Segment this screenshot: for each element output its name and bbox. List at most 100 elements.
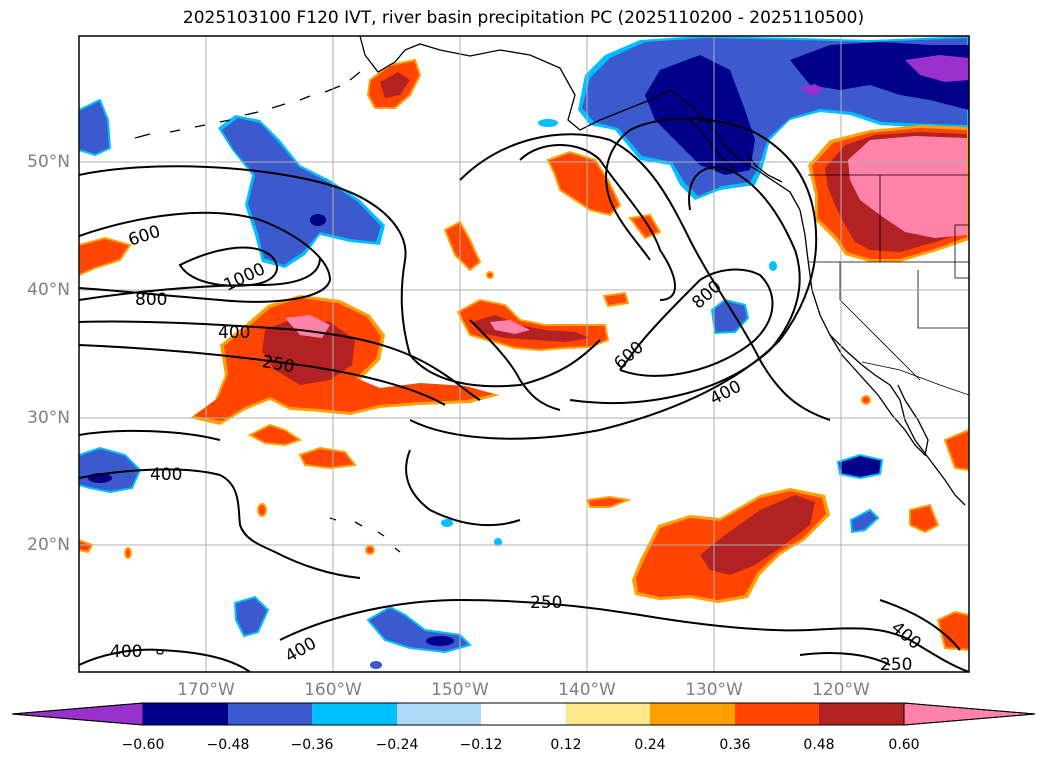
small-orange-2 [124, 547, 132, 559]
ne-purple-region [905, 55, 969, 82]
small-orange-5 [861, 395, 871, 405]
mexico-border [861, 361, 969, 396]
colorbar-tick-label: −0.24 [375, 737, 419, 753]
small-blue-aleutian [538, 119, 558, 127]
patch-27n-b [298, 446, 357, 470]
colorbar-tick-label: −0.12 [459, 737, 503, 753]
patch-se-coast-3 [936, 610, 969, 652]
alaska-core [380, 72, 410, 98]
lon-label-160w: 160°W [304, 680, 362, 700]
colorbar-tick-label: −0.48 [206, 737, 250, 753]
patch-west-20n [79, 538, 94, 554]
lon-label-140w: 140°W [558, 680, 616, 700]
contour-label: 400 [218, 323, 250, 343]
colorbar-tick-label: 0.60 [888, 737, 920, 753]
contour-extra [405, 449, 521, 527]
contour-400-mid-east [469, 319, 561, 411]
contour-400-south [79, 468, 361, 579]
small-blue-mid2 [494, 538, 502, 546]
contour-400-southeast [799, 599, 961, 666]
contour-label: 250 [530, 593, 562, 613]
contour-bigloop-600 [519, 144, 801, 404]
colorbar-tick-label: 0.36 [719, 737, 751, 753]
small-blue-se [849, 508, 880, 534]
central-pacific-navy-spot [310, 214, 326, 226]
patch-27n-a [247, 423, 303, 447]
patch-22n-140w [586, 495, 632, 508]
contour-1000 [178, 246, 278, 287]
patch-se-coast-1 [909, 503, 940, 534]
lon-label-130w: 130°W [685, 680, 743, 700]
colorbar-bin [650, 703, 735, 725]
lat-label-30n: 30°N [27, 408, 70, 428]
se-blob-core [700, 495, 815, 575]
colorbar-tick-label: 0.24 [634, 737, 666, 753]
contour-400-southwest [79, 648, 251, 672]
contour-bigloop-800 [619, 268, 774, 377]
lon-label-150w: 150°W [431, 680, 489, 700]
colorbar-extend-left [11, 702, 144, 726]
ivt-contours [79, 117, 969, 672]
contour-label: 250 [880, 655, 912, 675]
colorbar-extend-right [903, 702, 1036, 726]
sw-navy-spot [426, 636, 454, 646]
map-area: 600 1000 800 400 250 800 600 400 400 250… [79, 36, 969, 675]
hawaii-islands [329, 517, 401, 553]
small-orange-1 [257, 503, 267, 517]
contour-label: 800 [135, 290, 167, 310]
colorbar-bin [566, 703, 650, 725]
contour-400-lower [79, 429, 221, 441]
small-orange-3 [365, 545, 375, 555]
contour-250-south [279, 598, 969, 672]
blob-small-blue-east [769, 261, 777, 271]
contour-bigloop-outer [409, 117, 818, 440]
sw-blue-patch-1 [233, 595, 270, 638]
baja-peninsula [829, 334, 929, 457]
colorbar-tick-label: −0.60 [121, 737, 165, 753]
colorbar-tick-label: 0.48 [803, 737, 835, 753]
lon-label-170w: 170°W [177, 680, 235, 700]
patch-44n [443, 220, 482, 272]
colorbar-bin [735, 703, 819, 725]
alaska-coast [359, 36, 801, 211]
contour-label: 400 [707, 377, 745, 410]
colorbar-tick-label: −0.36 [290, 737, 334, 753]
lat-label-50n: 50°N [27, 152, 70, 172]
lat-label-40n: 40°N [27, 280, 70, 300]
ne-purple-small [800, 84, 825, 96]
ne-20n-navy-blob [836, 453, 884, 480]
contour-250-north [79, 133, 831, 421]
small-blue-s [370, 661, 382, 669]
contour-label: 400 [110, 642, 142, 662]
small-blue-mid [441, 519, 453, 527]
colorbar-bin [819, 703, 904, 725]
map-title: 2025103100 F120 IVT, river basin precipi… [182, 8, 865, 28]
colorbar-bin [312, 703, 397, 725]
colorbar [11, 702, 1036, 726]
patch-43n-east [628, 213, 662, 240]
small-orange-4 [486, 271, 494, 279]
lon-label-120w: 120°W [812, 680, 870, 700]
state-border-wa-or [808, 174, 969, 381]
colorbar-bin [228, 703, 312, 725]
colorbar-bin [481, 703, 566, 725]
contour-400-west [79, 320, 481, 401]
colorbar-bin [143, 703, 228, 725]
lat-label-20n: 20°N [27, 535, 70, 555]
central-pacific-blue-core [222, 118, 381, 265]
map-frame [78, 35, 970, 673]
colorbar-outline [11, 702, 1036, 726]
sw-blue-patch-2 [366, 605, 472, 654]
contour-label: 600 [610, 337, 648, 374]
patch-se-coast-2 [943, 428, 969, 472]
contour-600-west [79, 211, 332, 303]
patch-48n [546, 150, 622, 217]
contour-label: 400 [282, 633, 320, 667]
contour-label: 400 [150, 465, 182, 485]
bc-islands [689, 119, 783, 183]
west-edge-blue-patch [79, 98, 112, 157]
contour-250-west [79, 344, 446, 406]
negative-pc-regions [79, 36, 969, 669]
contour-label: 400 [887, 618, 925, 654]
